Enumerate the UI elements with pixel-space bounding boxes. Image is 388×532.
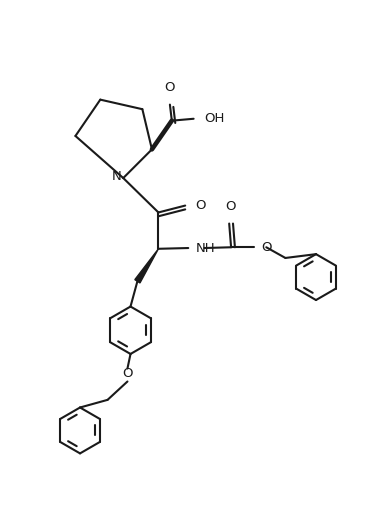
Text: NH: NH <box>196 242 216 254</box>
Text: O: O <box>225 200 236 213</box>
Polygon shape <box>135 249 158 283</box>
Text: O: O <box>196 199 206 212</box>
Text: N: N <box>111 170 121 182</box>
Text: O: O <box>165 81 175 94</box>
Text: O: O <box>122 367 133 380</box>
Text: O: O <box>261 241 272 254</box>
Text: OH: OH <box>204 112 224 125</box>
